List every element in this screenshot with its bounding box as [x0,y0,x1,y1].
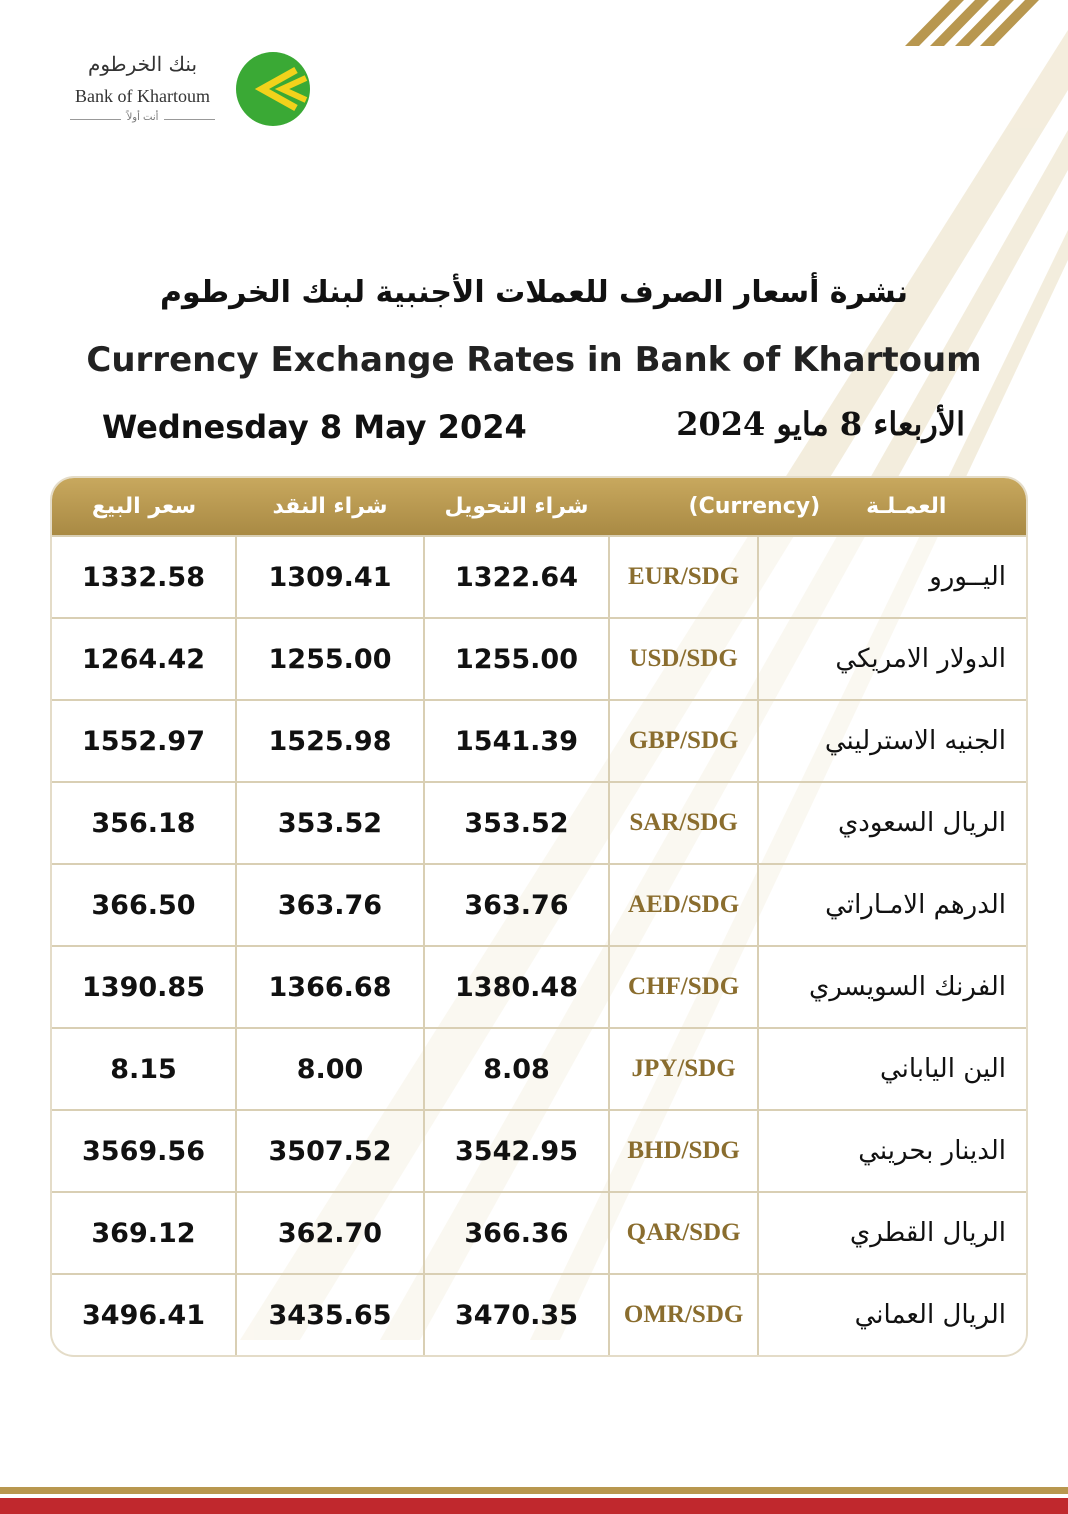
cash-buy: 353.52 [235,781,425,865]
sell: 1332.58 [52,535,237,619]
col-currency-en: (Currency) [688,494,821,519]
transfer-buy: 1541.39 [423,699,610,783]
rate-row: 356.18 353.52 353.52 SAR/SDG الريال السعودي [52,781,1026,865]
currency-name: الدينار بحريني [757,1109,1026,1193]
col-transfer-buy: شراء التحويل [424,478,609,536]
rate-row: 1332.58 1309.41 1322.64 EUR/SDG اليــورو [52,535,1026,619]
rate-row: 369.12 362.70 366.36 QAR/SDG الريال القطري [52,1191,1026,1275]
currency-code: AED/SDG [607,863,760,947]
cash-buy: 8.00 [235,1027,425,1111]
rate-row: 1390.85 1366.68 1380.48 CHF/SDG الفرنك السوي… [52,945,1026,1029]
rate-row: 366.50 363.76 363.76 AED/SDG الدرهم الامـارا… [52,863,1026,947]
currency-name: الين الياباني [757,1027,1026,1111]
logo-english: Bank of Khartoum [75,86,210,106]
col-currency-ar: العمـلـة [866,494,947,519]
currency-code: GBP/SDG [607,699,760,783]
currency-code: QAR/SDG [607,1191,760,1275]
currency-code: BHD/SDG [607,1109,760,1193]
sell: 1390.85 [52,945,237,1029]
date-arabic: الأربعاء 8 مايو 2024 [676,405,965,443]
cash-buy: 363.76 [235,863,425,947]
col-sell: سعر البيع [52,478,236,536]
cash-buy: 3507.52 [235,1109,425,1193]
currency-name: الريال العماني [757,1273,1026,1355]
rate-row: 1264.42 1255.00 1255.00 USD/SDG الدولار الام… [52,617,1026,701]
sell: 8.15 [52,1027,237,1111]
currency-name: الفرنك السويسري [757,945,1026,1029]
currency-code: SAR/SDG [607,781,760,865]
tagline-text: أنت أولاً [120,112,165,123]
cash-buy: 3435.65 [235,1273,425,1355]
sell: 356.18 [52,781,237,865]
currency-code: EUR/SDG [607,535,760,619]
rate-row: 1552.97 1525.98 1541.39 GBP/SDG الجنيه الاست… [52,699,1026,783]
header-row: سعر البيع شراء النقد شراء التحويل (Curre… [52,478,1026,536]
currency-name: الريال السعودي [757,781,1026,865]
transfer-buy: 3470.35 [423,1273,610,1355]
cash-buy: 1309.41 [235,535,425,619]
cash-buy: 1366.68 [235,945,425,1029]
transfer-buy: 353.52 [423,781,610,865]
currency-code: USD/SDG [607,617,760,701]
title-english: Currency Exchange Rates in Bank of Khart… [86,340,982,380]
currency-name: الدرهم الامـاراتي [757,863,1026,947]
transfer-buy: 366.36 [423,1191,610,1275]
logo-arabic: بنك الخرطوم [87,52,198,76]
currency-name: الجنيه الاسترليني [757,699,1026,783]
date-english: Wednesday 8 May 2024 [102,408,527,446]
rate-row: 3569.56 3507.52 3542.95 BHD/SDG الدينار بحري… [52,1109,1026,1193]
currency-name: الريال القطري [757,1191,1026,1275]
transfer-buy: 1322.64 [423,535,610,619]
col-cash-buy: شراء النقد [236,478,424,536]
rates-table: سعر البيع شراء النقد شراء التحويل (Curre… [52,478,1026,1355]
col-currency: (Currency) العمـلـة [609,478,1026,536]
cash-buy: 1255.00 [235,617,425,701]
currency-name: الدولار الامريكي [757,617,1026,701]
currency-code: CHF/SDG [607,945,760,1029]
rate-row: 8.15 8.00 8.08 JPY/SDG الين الياباني [52,1027,1026,1111]
logo-tagline: أنت أولاً [70,112,215,123]
cash-buy: 1525.98 [235,699,425,783]
currency-code: OMR/SDG [607,1273,760,1355]
transfer-buy: 1380.48 [423,945,610,1029]
rate-row: 3496.41 3435.65 3470.35 OMR/SDG الريال العما… [52,1273,1026,1355]
currency-name: اليــورو [757,535,1026,619]
transfer-buy: 3542.95 [423,1109,610,1193]
transfer-buy: 1255.00 [423,617,610,701]
transfer-buy: 363.76 [423,863,610,947]
title-arabic: نشرة أسعار الصرف للعملات الأجنبية لبنك ا… [160,275,908,310]
sell: 366.50 [52,863,237,947]
sell: 1264.42 [52,617,237,701]
sell: 369.12 [52,1191,237,1275]
transfer-buy: 8.08 [423,1027,610,1111]
sell: 1552.97 [52,699,237,783]
cash-buy: 362.70 [235,1191,425,1275]
sell: 3569.56 [52,1109,237,1193]
sell: 3496.41 [52,1273,237,1355]
currency-code: JPY/SDG [607,1027,760,1111]
